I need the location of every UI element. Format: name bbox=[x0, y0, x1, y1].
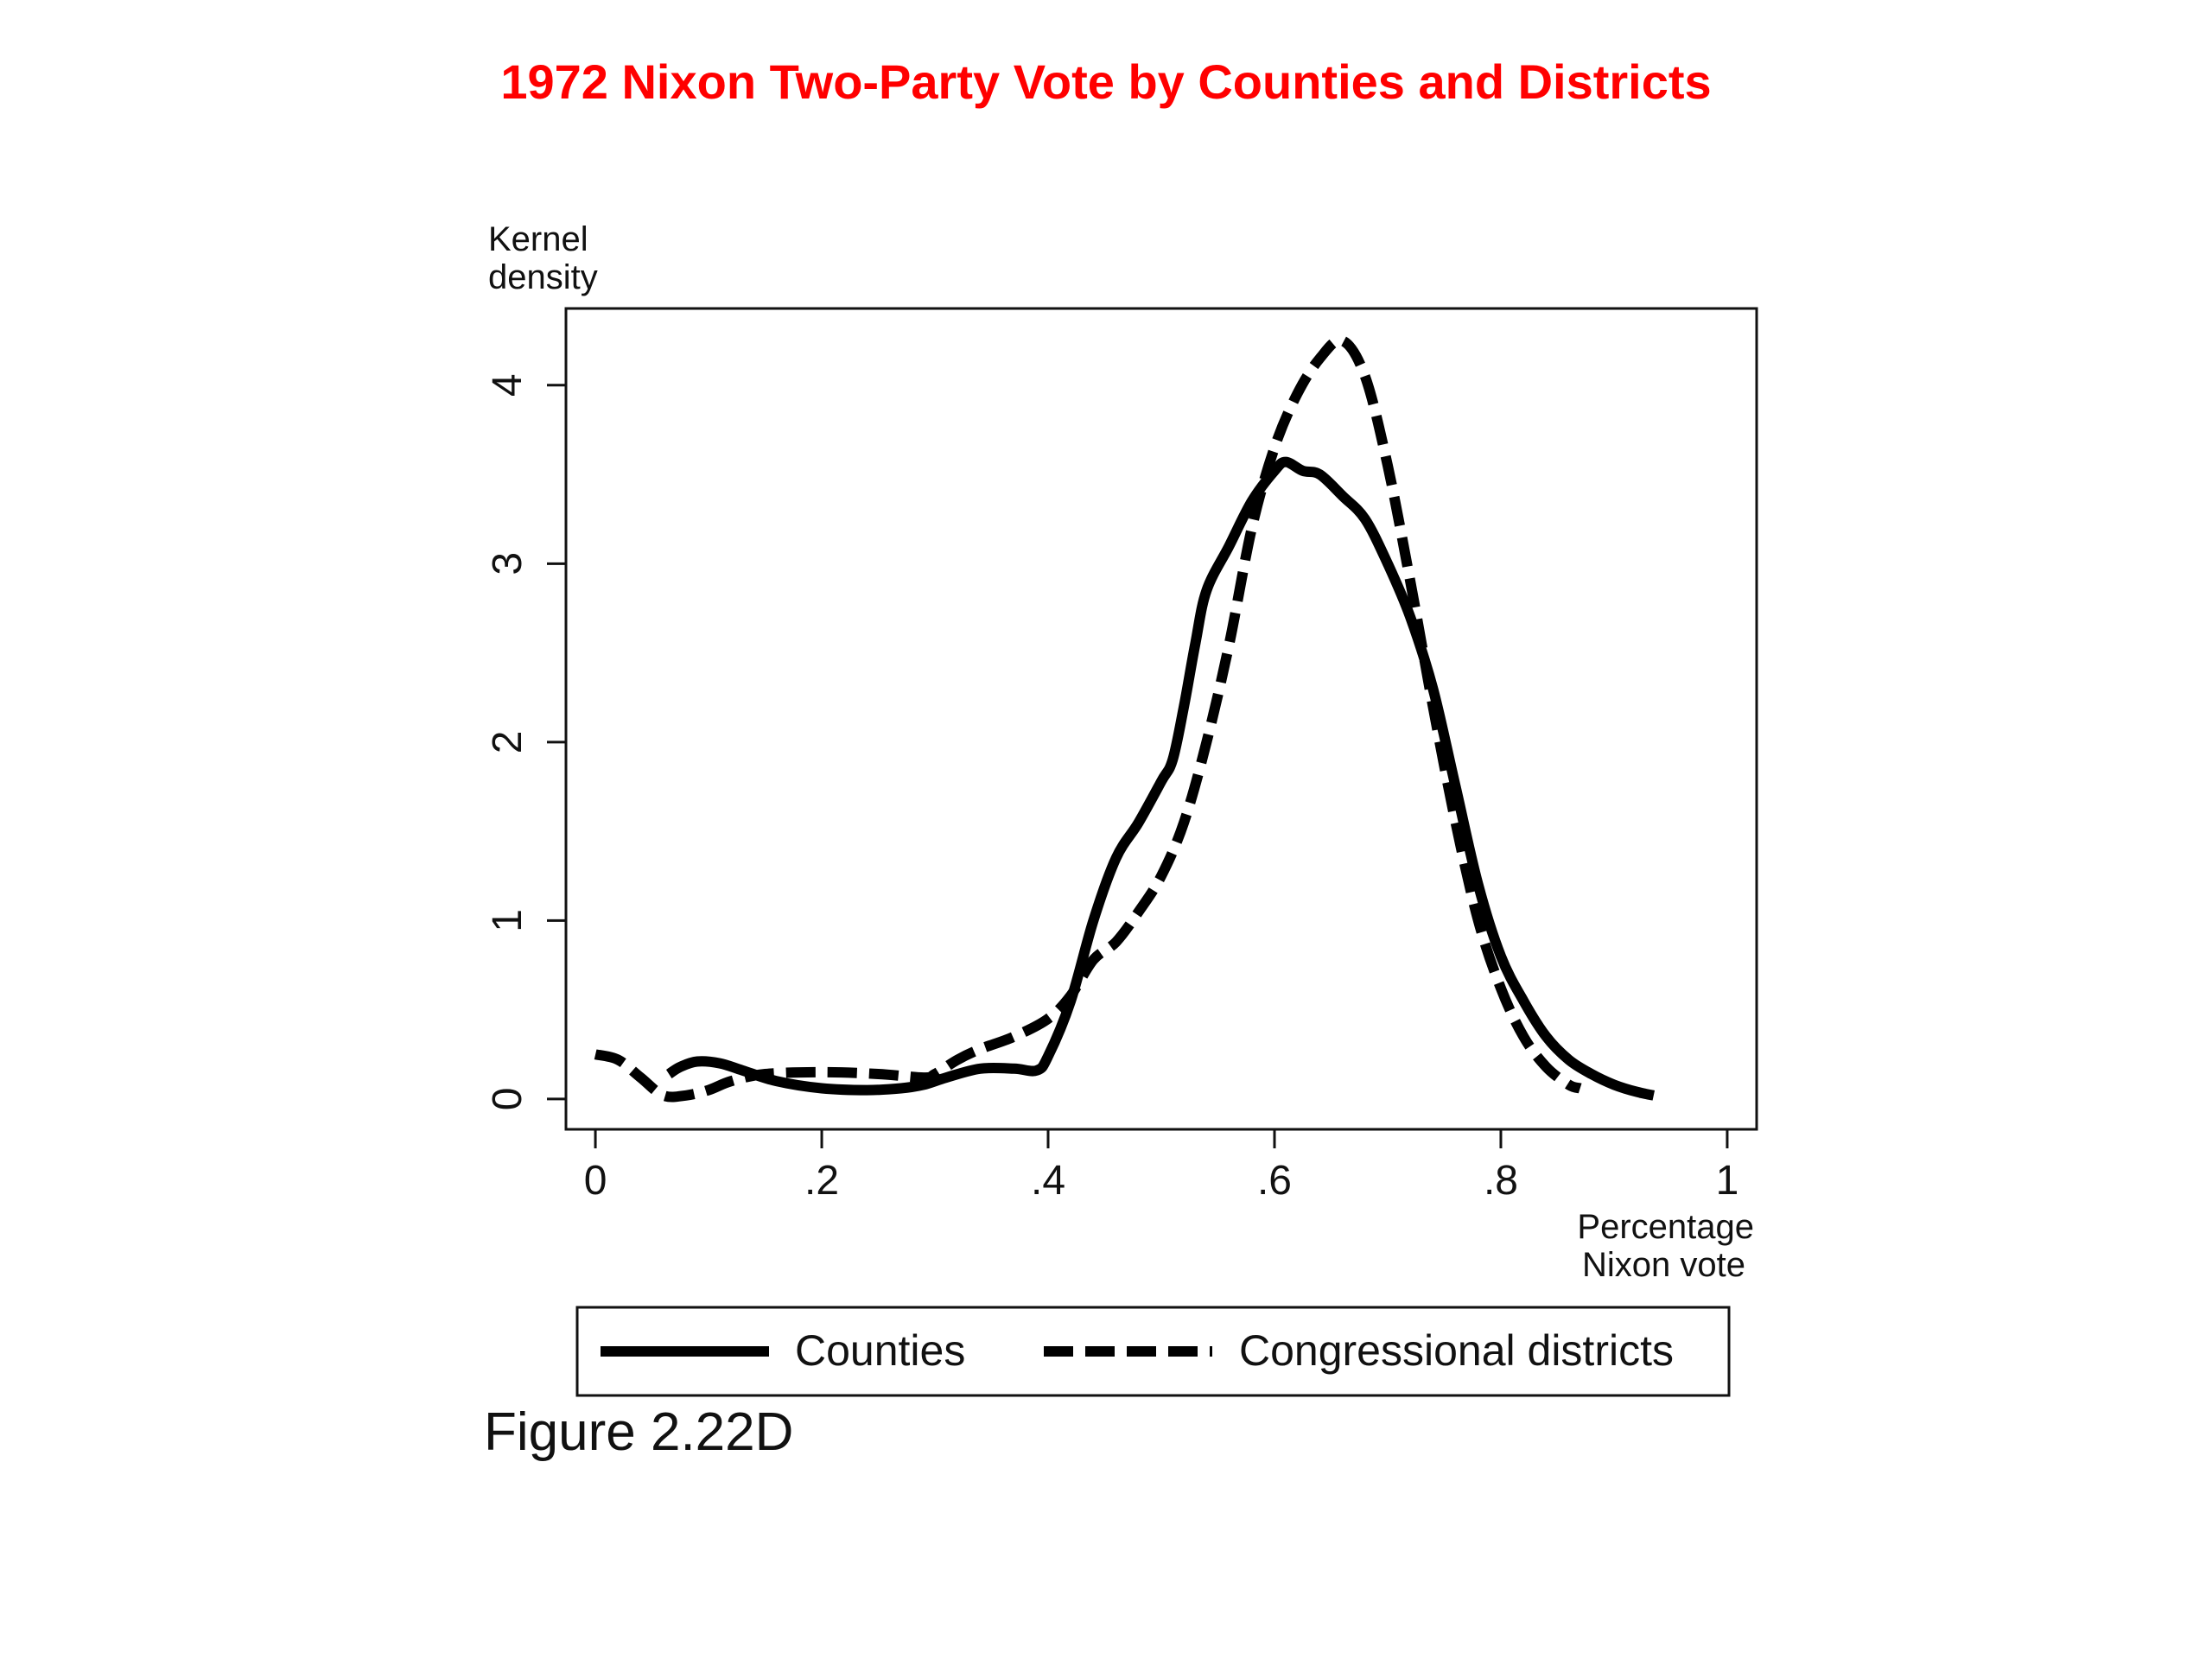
x-axis: 0 .2 .4 .6 .8 1 bbox=[584, 1129, 1739, 1204]
legend: Counties Congressional districts bbox=[575, 1306, 1731, 1397]
x-axis-title-line: Nixon vote bbox=[1582, 1246, 1745, 1284]
y-tick-label: 1 bbox=[485, 909, 531, 932]
y-axis: 0 1 2 3 4 bbox=[485, 373, 566, 1110]
slide-title: 1972 Nixon Two-Party Vote by Counties an… bbox=[500, 54, 1712, 109]
figure-caption: Figure 2.22D bbox=[484, 1402, 794, 1462]
x-tick-label: .4 bbox=[1031, 1158, 1065, 1204]
x-axis-title-line: Percentage bbox=[1577, 1208, 1754, 1246]
y-axis-title-line: density bbox=[488, 258, 598, 296]
x-tick-label: .8 bbox=[1484, 1158, 1518, 1204]
x-axis-title: Percentage Nixon vote bbox=[1577, 1208, 1754, 1284]
y-tick-label: 0 bbox=[485, 1088, 531, 1111]
series-line-counties bbox=[665, 456, 1656, 1101]
y-tick-label: 3 bbox=[485, 552, 531, 575]
x-tick-label: .6 bbox=[1257, 1158, 1292, 1204]
plot-frame bbox=[564, 307, 1758, 1131]
y-axis-title-line: Kernel bbox=[488, 220, 588, 258]
series-layer bbox=[594, 334, 1656, 1103]
y-tick-label: 2 bbox=[485, 730, 531, 753]
y-tick-label: 4 bbox=[485, 373, 531, 397]
x-tick-label: .2 bbox=[804, 1158, 839, 1204]
legend-label: Counties bbox=[795, 1326, 965, 1375]
series-line-congressional-districts bbox=[594, 334, 1582, 1103]
y-axis-title: Kernel density bbox=[488, 220, 598, 296]
legend-label: Congressional districts bbox=[1239, 1326, 1674, 1375]
x-tick-label: 0 bbox=[584, 1158, 607, 1204]
x-tick-label: 1 bbox=[1716, 1158, 1739, 1204]
